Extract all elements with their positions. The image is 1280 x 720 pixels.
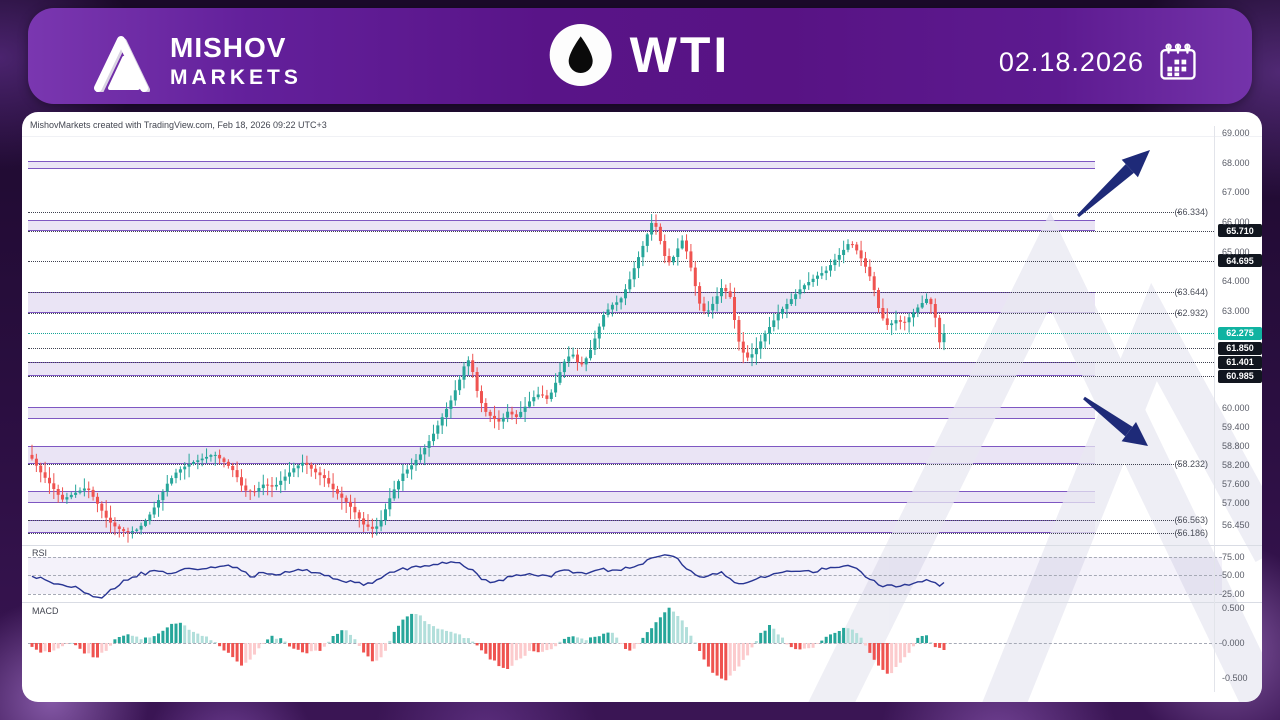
price-level-line (28, 533, 1180, 534)
supply-demand-zone (28, 160, 1095, 169)
supply-demand-zone (28, 362, 1095, 376)
last-price-badge: 62.275 (1218, 326, 1262, 340)
brand: MISHOV MARKETS (90, 30, 302, 92)
price-level-badge: 61.401 (1218, 355, 1262, 369)
supply-demand-zone (28, 490, 1095, 503)
price-axis-tick: 58.200 (1222, 460, 1250, 470)
rsi-axis-tick: 75.00 (1222, 551, 1245, 562)
price-axis-tick: 58.800 (1222, 441, 1250, 451)
rsi-axis-tick: 25.00 (1222, 588, 1245, 599)
level-price-label: (58.232) (1174, 458, 1208, 469)
macd-axis-tick: 0.500 (1222, 603, 1245, 613)
level-price-label: (56.186) (1174, 528, 1208, 538)
price-level-line (28, 463, 1180, 465)
price-level-line (28, 313, 1180, 315)
rsi-axis-tick: 50.00 (1222, 570, 1245, 580)
mishov-logo-icon (94, 36, 150, 92)
supply-demand-zone (28, 219, 1095, 231)
calendar-icon (1160, 43, 1196, 80)
date: 02.18.2026 (999, 42, 1198, 82)
axis-separator (1214, 126, 1215, 692)
price-level-line (28, 260, 1214, 262)
attribution-divider (22, 136, 1262, 137)
chart-card: MishovMarkets created with TradingView.c… (22, 112, 1262, 702)
symbol: WTI (549, 24, 731, 86)
price-axis-tick: 57.600 (1222, 479, 1250, 489)
pane-separator (22, 602, 1262, 603)
level-price-label: (62.932) (1174, 308, 1208, 319)
macd-label: MACD (32, 606, 59, 616)
price-level-line (28, 362, 1214, 363)
price-level-line (28, 376, 1214, 377)
macd-axis-tick: 0.000 (1222, 638, 1245, 648)
price-axis-tick: 59.400 (1222, 422, 1250, 432)
brand-line1: MISHOV (170, 32, 287, 63)
macd-axis-tick: -0.500 (1222, 673, 1248, 683)
price-axis-tick: 64.000 (1222, 276, 1250, 286)
rsi-level-line (28, 593, 1222, 595)
macd-zero-line (28, 643, 1222, 644)
price-axis-tick: 69.000 (1222, 128, 1250, 138)
symbol-text: WTI (629, 27, 731, 83)
pane-separator (22, 545, 1262, 546)
price-axis-tick: 56.450 (1222, 520, 1250, 530)
price-level-badge: 60.985 (1218, 369, 1262, 383)
price-level-badge: 61.850 (1218, 341, 1262, 355)
price-level-line (28, 211, 1180, 213)
price-axis-tick: 65.000 (1222, 247, 1250, 257)
price-level-line (28, 230, 1214, 232)
supply-demand-zone (28, 291, 1095, 314)
attribution-text: MishovMarkets created with TradingView.c… (30, 120, 327, 130)
oil-drop-icon (549, 24, 612, 86)
price-level-line (28, 333, 1214, 334)
price-level-line (28, 348, 1214, 349)
date-text: 02.18.2026 (998, 46, 1144, 77)
header-bar: MISHOV MARKETS WTI 02.18.2026 (28, 8, 1252, 104)
price-axis-tick: 57.000 (1222, 498, 1250, 508)
rsi-level-line (28, 575, 1222, 576)
price-level-badge: 65.710 (1218, 224, 1262, 238)
level-price-label: (56.563) (1174, 515, 1208, 526)
level-price-label: (63.644) (1174, 286, 1208, 297)
price-axis-tick: 60.000 (1222, 403, 1250, 413)
price-level-line (28, 291, 1180, 293)
supply-demand-zone (28, 407, 1095, 420)
rsi-label: RSI (32, 548, 48, 558)
supply-demand-zone (28, 520, 1095, 533)
price-axis-tick: 63.000 (1222, 306, 1250, 316)
price-axis-tick: 66.000 (1222, 217, 1250, 227)
price-axis-tick: 68.000 (1222, 158, 1250, 168)
level-price-label: (66.334) (1174, 206, 1208, 217)
supply-demand-zone (28, 446, 1095, 464)
price-level-line (28, 520, 1180, 522)
brand-line2: MARKETS (170, 66, 302, 89)
brand-text: MISHOV MARKETS (170, 32, 302, 89)
price-axis-tick: 67.000 (1222, 187, 1250, 197)
price-level-badge: 64.695 (1218, 254, 1262, 268)
rsi-level-line (28, 556, 1222, 558)
